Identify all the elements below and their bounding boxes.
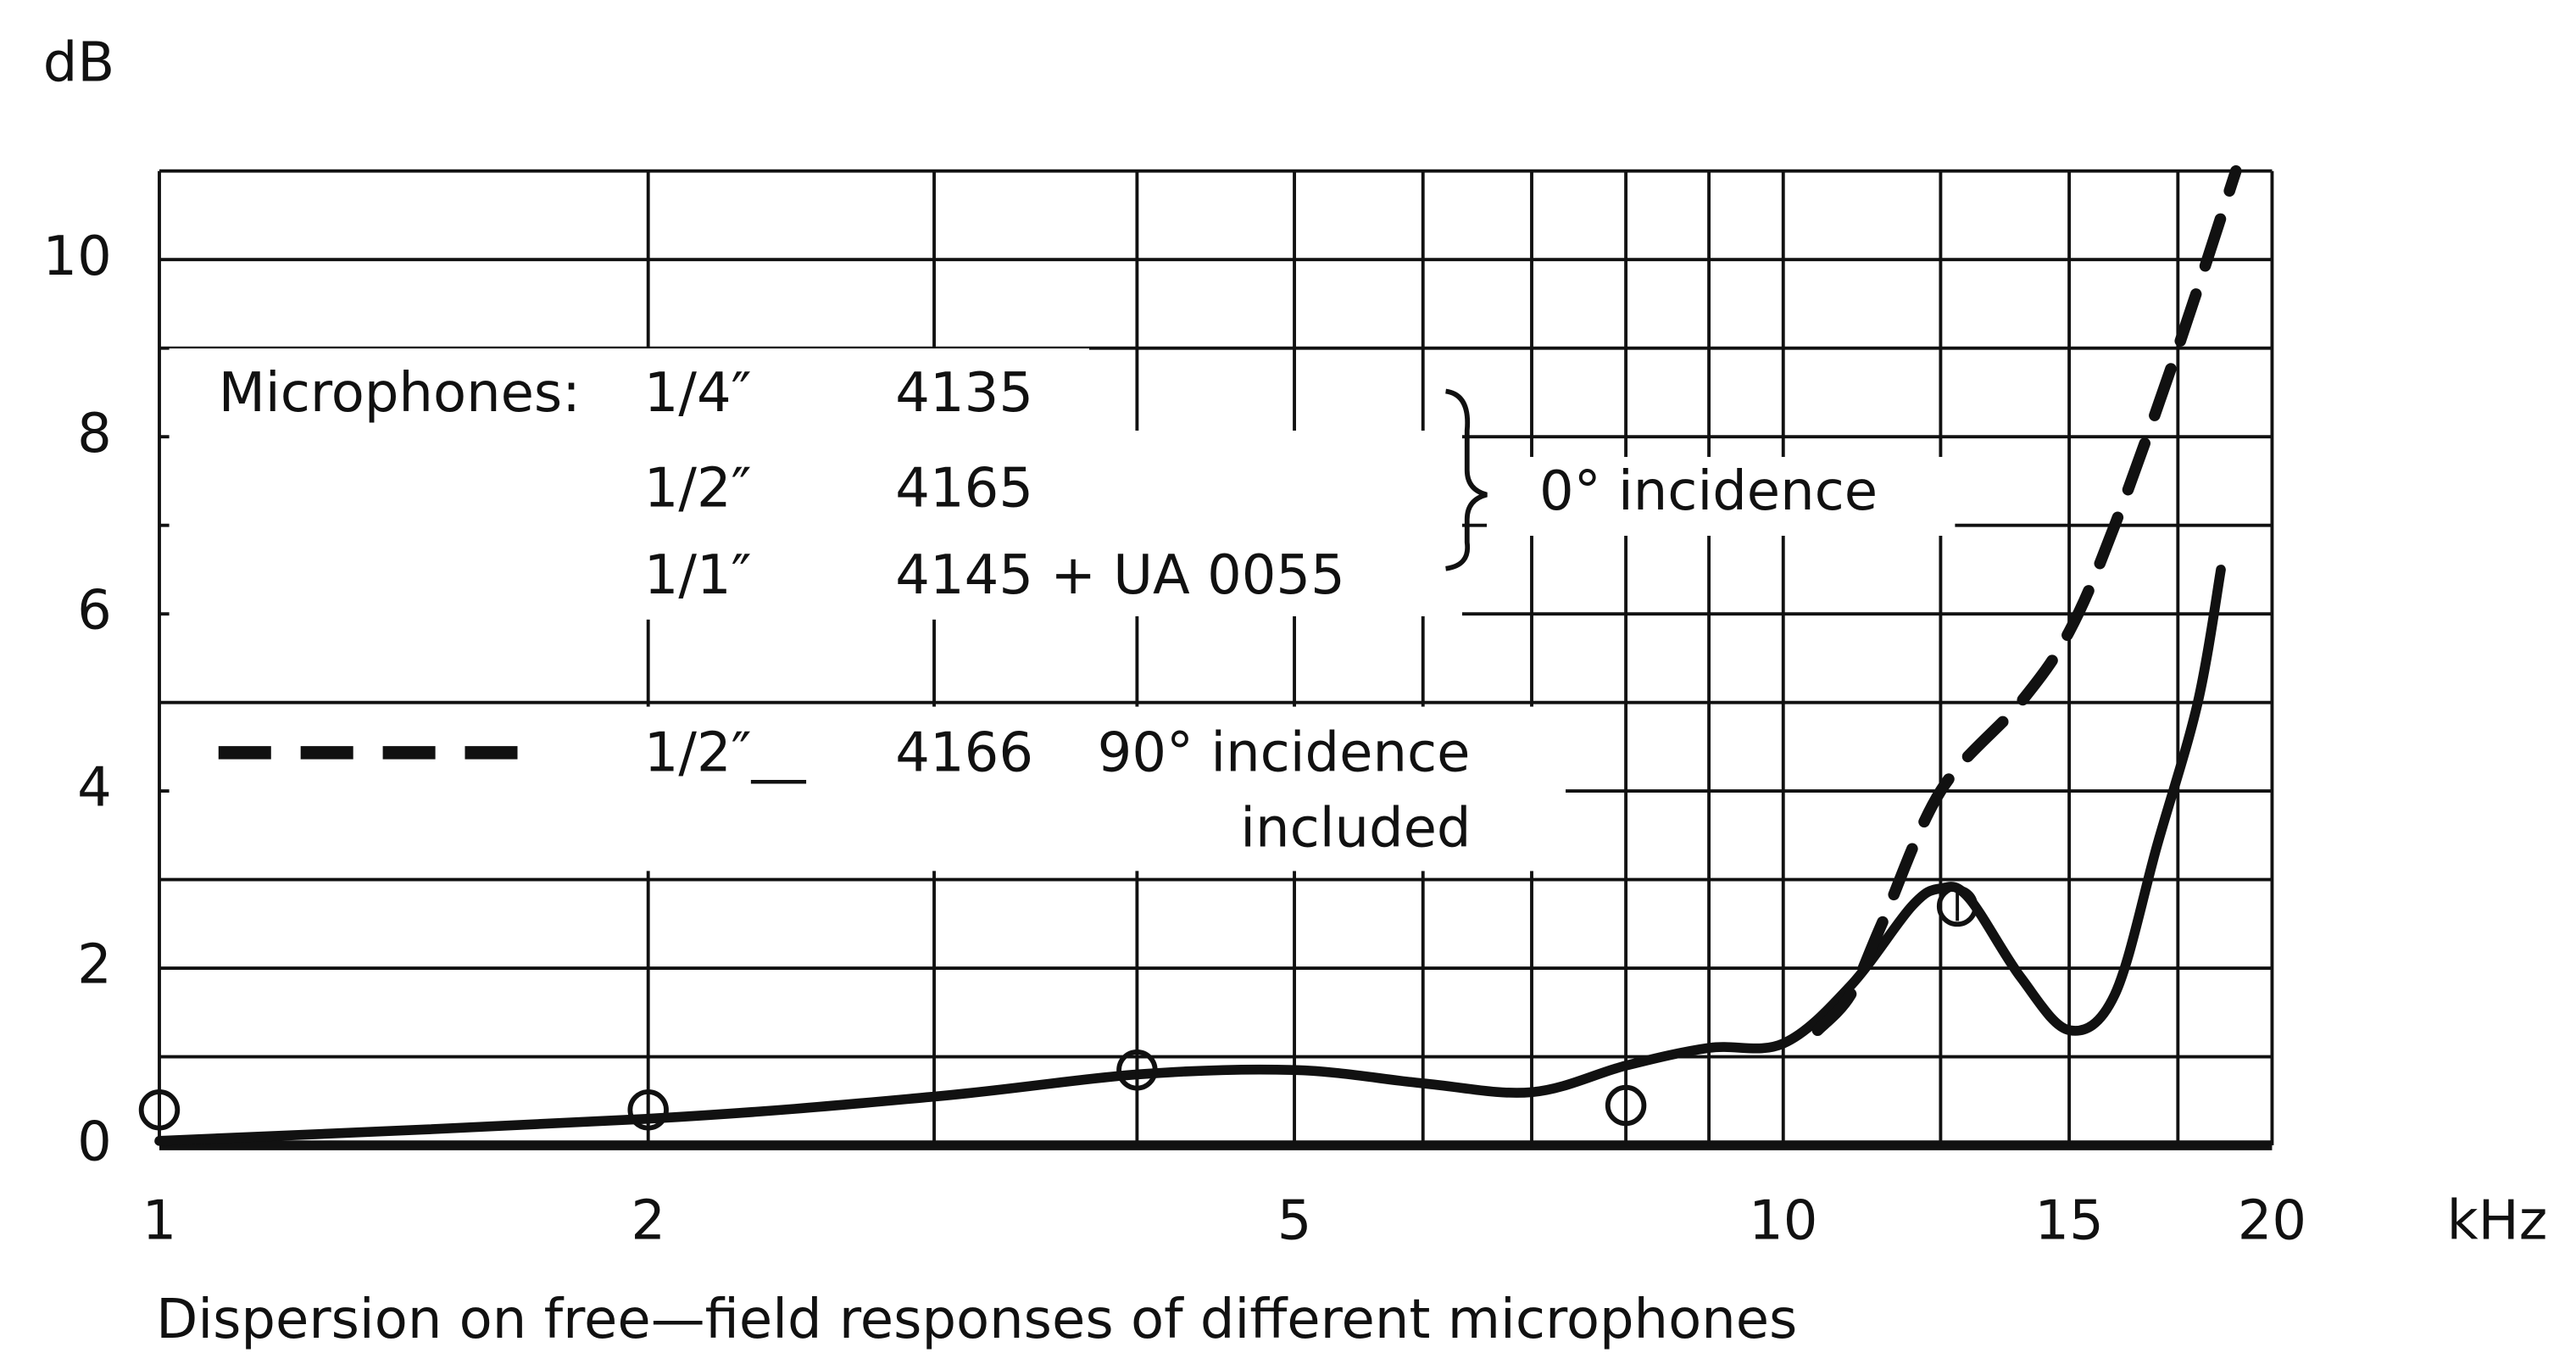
- y-axis-label: dB: [43, 31, 114, 94]
- legend-brace: [1444, 388, 1488, 571]
- legend-text: 4135: [895, 362, 1033, 425]
- legend-text: 1/4″: [644, 362, 752, 425]
- x-tick-label: 1: [142, 1190, 177, 1253]
- y-tick-label: 10: [42, 225, 111, 288]
- line-series: [1811, 164, 2242, 1037]
- legend-text: 4166: [895, 721, 1033, 784]
- y-tick-label: 0: [77, 1111, 112, 1174]
- legend-text: 90° incidence: [1098, 721, 1471, 784]
- x-tick-label: 10: [1749, 1190, 1817, 1253]
- legend-text: Microphones:: [219, 362, 581, 425]
- x-axis-label: kHz: [2447, 1190, 2548, 1253]
- y-tick-label: 4: [77, 757, 112, 820]
- x-tick-label: 2: [631, 1190, 665, 1253]
- data-point: [138, 1089, 181, 1131]
- caption: Dispersion on free—field responses of di…: [156, 1289, 1797, 1351]
- data-point: [1116, 1049, 1158, 1091]
- x-tick-label: 15: [2034, 1190, 2103, 1253]
- legend-text: 4145 + UA 0055: [895, 544, 1345, 607]
- legend-text: 1/1″: [644, 544, 752, 607]
- legend-text: included: [1240, 797, 1471, 860]
- legend-text: 0° incidence: [1539, 460, 1878, 523]
- y-tick-label: 6: [77, 580, 112, 643]
- legend-background: [608, 430, 1462, 616]
- y-tick-label: 2: [77, 934, 112, 997]
- x-tick-label: 20: [2238, 1190, 2306, 1253]
- legend-text: 4165: [895, 457, 1033, 520]
- data-point: [1936, 885, 1978, 927]
- line-series: [154, 565, 2226, 1146]
- x-tick-label: 5: [1277, 1190, 1312, 1253]
- legend-background: [1487, 456, 1956, 537]
- legend-text: 1/2″: [644, 457, 752, 520]
- legend-background: [1149, 788, 1561, 871]
- data-point: [1605, 1084, 1647, 1127]
- legend-text: 1/2″__: [644, 721, 807, 784]
- y-tick-label: 8: [77, 403, 112, 465]
- data-point: [627, 1089, 669, 1131]
